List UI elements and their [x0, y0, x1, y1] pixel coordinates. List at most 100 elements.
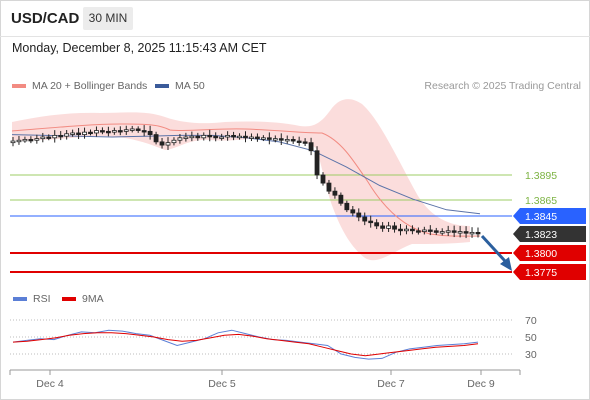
x-label-dec9: Dec 9 — [467, 378, 495, 390]
x-label-dec5: Dec 5 — [208, 378, 236, 390]
legend-ma20-bb: MA 20 + Bollinger Bands — [12, 80, 147, 92]
candle — [368, 220, 374, 224]
candle — [260, 137, 266, 140]
rsi-ma9-swatch — [62, 297, 76, 301]
candle — [159, 141, 165, 146]
candle — [380, 225, 386, 229]
pivot-tag-label: 1.3845 — [525, 211, 557, 223]
candle — [415, 230, 421, 233]
candle — [469, 231, 475, 235]
candle — [362, 216, 368, 222]
candle — [338, 194, 344, 204]
candle — [255, 136, 260, 140]
legend-ma50: MA 50 — [155, 80, 205, 92]
timeframe-button[interactable]: 30 MIN — [83, 7, 133, 30]
candle — [28, 139, 34, 142]
candle — [177, 137, 183, 141]
resistance-tag-1: 1.3865 — [525, 195, 557, 207]
resistance-tag-2: 1.3895 — [525, 170, 557, 182]
candle — [266, 137, 272, 140]
candlestick-series — [10, 125, 481, 239]
candle — [10, 140, 16, 144]
timestamp: Monday, December 8, 2025 11:15:43 AM CET — [12, 41, 267, 55]
candle — [171, 139, 177, 144]
candle — [392, 225, 397, 230]
candle — [117, 130, 123, 133]
legend-ma20-label: MA 20 + Bollinger Bands — [32, 80, 148, 92]
candle — [225, 134, 231, 138]
candle — [249, 136, 254, 139]
candle — [123, 129, 129, 132]
candle — [314, 150, 320, 176]
candle — [94, 130, 99, 134]
candle — [344, 202, 350, 211]
candle — [58, 134, 64, 138]
candle — [70, 132, 76, 135]
rsi-line — [12, 329, 479, 360]
candle — [213, 135, 219, 139]
candle — [46, 136, 52, 139]
candle — [64, 133, 70, 137]
candle — [237, 135, 242, 139]
rsi-swatch — [13, 297, 27, 301]
pivot-tag: 1.3845 — [513, 208, 586, 224]
rsi-legend-label: RSI — [33, 293, 51, 305]
candle — [195, 135, 201, 139]
support-tag-2: 1.3775 — [513, 264, 586, 280]
candle — [231, 134, 236, 138]
candle — [451, 230, 457, 233]
candle — [147, 130, 153, 135]
candle — [219, 136, 225, 139]
last-price-tag-label: 1.3823 — [525, 229, 557, 241]
rsi-ma9-line — [12, 332, 479, 357]
candle — [302, 141, 308, 144]
candle — [445, 230, 451, 233]
legend-ma50-label: MA 50 — [175, 80, 205, 92]
candle — [463, 231, 469, 234]
candle — [439, 231, 445, 234]
support-tag-1-label: 1.3800 — [525, 248, 557, 260]
candle — [100, 130, 105, 133]
candle — [189, 135, 195, 139]
candle — [34, 138, 40, 141]
support-tag-2-label: 1.3775 — [525, 267, 557, 279]
chart-header: USD/CAD 30 MIN — [0, 0, 590, 37]
candle — [105, 130, 111, 134]
candle — [398, 228, 403, 232]
candle — [135, 128, 141, 131]
candle — [141, 130, 147, 133]
candle — [40, 136, 46, 140]
candle — [421, 229, 427, 232]
rsi-tick-70: 70 — [525, 315, 537, 327]
rsi-tick-30: 30 — [525, 349, 537, 361]
candle — [111, 130, 117, 133]
candle — [386, 225, 391, 229]
rsi-ma9-legend-label: 9MA — [82, 293, 104, 305]
candle — [272, 138, 278, 141]
symbol-title: USD/CAD — [11, 10, 80, 27]
candle — [457, 231, 463, 234]
candle — [290, 139, 296, 142]
candle — [22, 139, 28, 142]
candle — [284, 139, 290, 142]
candle — [76, 132, 81, 135]
rsi-tick-50: 50 — [525, 332, 537, 344]
x-label-dec7: Dec 7 — [377, 378, 405, 390]
candle — [374, 222, 380, 227]
candle — [278, 138, 284, 141]
candle — [88, 131, 93, 135]
candle — [207, 134, 213, 138]
candle — [404, 228, 409, 232]
candle — [165, 142, 171, 146]
candle — [320, 174, 326, 184]
forecast-arrow — [480, 234, 512, 271]
candle — [129, 128, 135, 131]
candle — [433, 230, 439, 233]
candle — [350, 209, 356, 214]
candle — [427, 229, 433, 232]
candle — [16, 139, 22, 143]
last-price-tag: 1.3823 — [513, 226, 586, 242]
candle — [82, 131, 87, 135]
research-credit: Research © 2025 Trading Central — [424, 80, 581, 92]
